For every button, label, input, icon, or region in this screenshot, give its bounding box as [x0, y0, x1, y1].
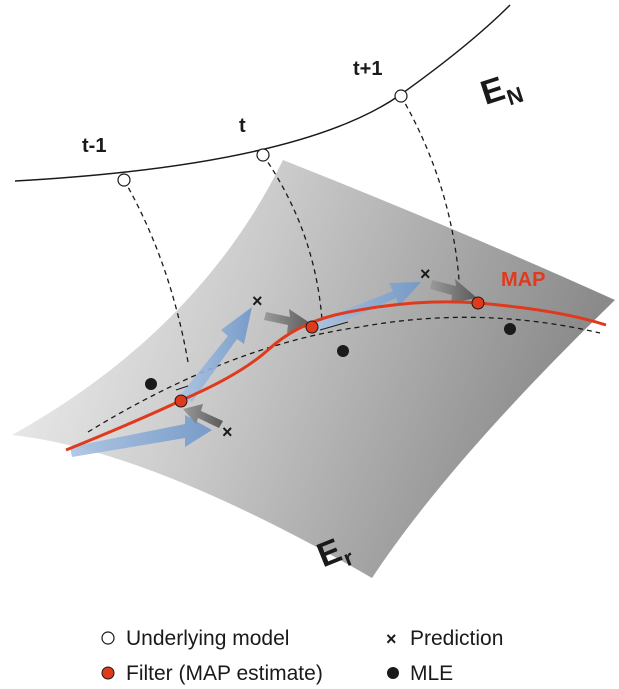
- prediction-marker-2: ×: [252, 291, 263, 311]
- map-curve-label: MAP: [501, 269, 545, 291]
- svg-text:N: N: [504, 82, 527, 111]
- legend-underlying-label: Underlying model: [126, 627, 289, 650]
- filter-point-next: [471, 296, 485, 310]
- underlying-point-next: [394, 89, 408, 103]
- prediction-marker-1: ×: [222, 422, 233, 442]
- prediction-arrow-1: [183, 404, 223, 428]
- prediction-marker-3: ×: [420, 264, 431, 284]
- legend-underlying-symbol: [101, 631, 115, 645]
- legend-filter-symbol: [101, 666, 115, 680]
- projection-line-next: [400, 95, 461, 296]
- manifold-surface-er: [12, 160, 615, 578]
- time-label-current: t: [239, 115, 246, 137]
- underlying-point-current: [256, 148, 270, 162]
- tick-prev: [175, 385, 189, 391]
- mle-point-2: [337, 345, 349, 357]
- manifold-label-en: E N: [476, 70, 527, 113]
- update-arrow-3: [314, 282, 421, 332]
- projection-line-current: [262, 154, 323, 321]
- projection-line-prev: [123, 179, 189, 363]
- manifold-curve-en: [14, 4, 511, 182]
- update-arrow-1: [70, 415, 212, 457]
- tick-current: [319, 321, 349, 331]
- underlying-point-prev: [117, 173, 131, 187]
- filter-point-current: [305, 320, 319, 334]
- legend-mle-label: MLE: [410, 662, 453, 685]
- underlying-trajectory: [87, 316, 601, 433]
- legend-filter-label: Filter (MAP estimate): [126, 662, 323, 685]
- time-label-prev: t-1: [82, 135, 106, 157]
- mle-point-1: [145, 378, 157, 390]
- legend-prediction-label: Prediction: [410, 627, 503, 650]
- legend-mle-symbol: [387, 667, 399, 679]
- filter-point-prev: [174, 394, 188, 408]
- legend-prediction-symbol: ×: [386, 629, 397, 649]
- update-arrow-2: [181, 307, 252, 402]
- mle-point-3: [504, 323, 516, 335]
- prediction-arrow-3: [430, 279, 477, 303]
- time-label-next: t+1: [353, 58, 382, 80]
